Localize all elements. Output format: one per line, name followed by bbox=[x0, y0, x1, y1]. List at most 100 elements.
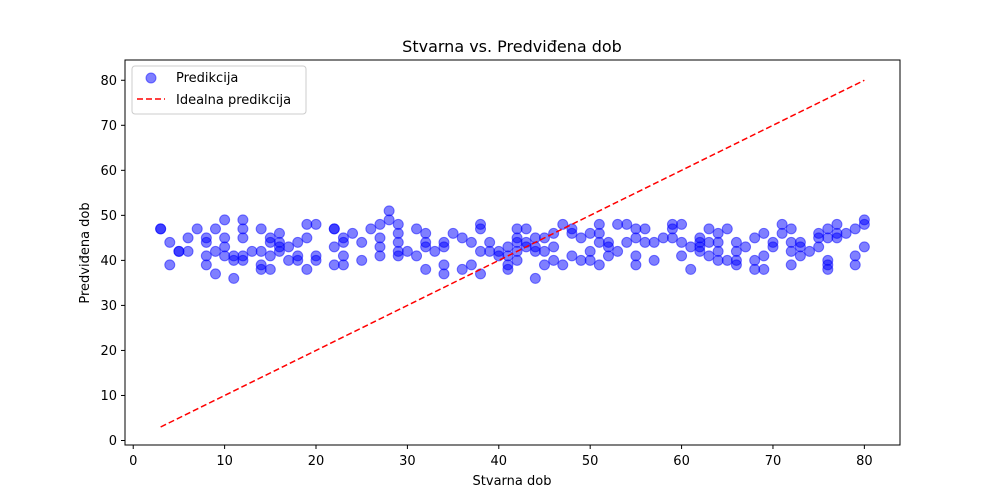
scatter-point bbox=[401, 245, 413, 257]
scatter-point bbox=[447, 227, 459, 239]
scatter-point bbox=[548, 241, 560, 253]
y-axis: 0 10 20 30 40 50 60 70 80 bbox=[100, 74, 125, 449]
scatter-point bbox=[621, 236, 633, 248]
scatter-point bbox=[822, 263, 834, 275]
scatter-point bbox=[630, 223, 642, 235]
scatter-point bbox=[602, 241, 614, 253]
scatter-point bbox=[301, 218, 313, 230]
scatter-point bbox=[621, 218, 633, 230]
scatter-point bbox=[566, 250, 578, 262]
scatter-point bbox=[164, 236, 176, 248]
scatter-point bbox=[438, 259, 450, 271]
scatter-point bbox=[164, 259, 176, 271]
legend-marker-scatter bbox=[145, 72, 157, 84]
scatter-point bbox=[475, 245, 487, 257]
scatter-point bbox=[584, 245, 596, 257]
scatter-point bbox=[730, 245, 742, 257]
scatter-point bbox=[676, 236, 688, 248]
x-axis-label: Stvarna dob bbox=[473, 474, 552, 489]
scatter-point bbox=[465, 236, 477, 248]
scatter-point bbox=[255, 223, 267, 235]
scatter-point bbox=[840, 227, 852, 239]
y-tick-label: 80 bbox=[100, 74, 117, 89]
scatter-point bbox=[429, 245, 441, 257]
scatter-point bbox=[822, 232, 834, 244]
scatter-point bbox=[273, 245, 285, 257]
scatter-point bbox=[849, 259, 861, 271]
scatter-point bbox=[676, 250, 688, 262]
scatter-point bbox=[237, 223, 249, 235]
scatter-point bbox=[685, 263, 697, 275]
scatter-point bbox=[255, 245, 267, 257]
scatter-point bbox=[502, 263, 514, 275]
x-tick-label: 0 bbox=[129, 454, 137, 469]
scatter-point bbox=[155, 223, 167, 235]
scatter-point bbox=[191, 223, 203, 235]
scatter-point bbox=[749, 232, 761, 244]
scatter-point bbox=[310, 254, 322, 266]
y-axis-label: Predviđena dob bbox=[78, 202, 93, 303]
scatter-point bbox=[630, 259, 642, 271]
x-tick-label: 30 bbox=[399, 454, 416, 469]
scatter-point bbox=[438, 241, 450, 253]
scatter-point bbox=[557, 259, 569, 271]
plot-area bbox=[155, 79, 870, 428]
scatter-point bbox=[785, 223, 797, 235]
scatter-point bbox=[209, 245, 221, 257]
y-tick-label: 10 bbox=[100, 389, 117, 404]
scatter-point bbox=[347, 227, 359, 239]
x-tick-label: 70 bbox=[765, 454, 782, 469]
scatter-point bbox=[475, 223, 487, 235]
scatter-point bbox=[685, 241, 697, 253]
scatter-point bbox=[209, 223, 221, 235]
scatter-point bbox=[200, 259, 212, 271]
scatter-point bbox=[246, 245, 258, 257]
scatter-point bbox=[666, 232, 678, 244]
x-tick-label: 10 bbox=[216, 454, 233, 469]
scatter-point bbox=[548, 227, 560, 239]
scatter-point bbox=[292, 254, 304, 266]
legend-box bbox=[131, 65, 307, 115]
scatter-point bbox=[538, 259, 550, 271]
scatter-point bbox=[374, 218, 386, 230]
scatter-point bbox=[438, 268, 450, 280]
scatter-point bbox=[264, 250, 276, 262]
legend-label-prediction: Predikcija bbox=[176, 71, 238, 86]
scatter-point bbox=[721, 254, 733, 266]
scatter-point bbox=[456, 263, 468, 275]
scatter-point bbox=[712, 227, 724, 239]
scatter-point bbox=[209, 268, 221, 280]
scatter-point bbox=[858, 218, 870, 230]
y-tick-label: 0 bbox=[109, 434, 117, 449]
scatter-point bbox=[328, 223, 340, 235]
x-tick-label: 20 bbox=[308, 454, 325, 469]
scatter-point bbox=[182, 245, 194, 257]
x-tick-label: 50 bbox=[582, 454, 599, 469]
scatter-point bbox=[420, 241, 432, 253]
scatter-point bbox=[538, 245, 550, 257]
plot-frame bbox=[124, 59, 901, 446]
legend-label-ideal: Idealna predikcija bbox=[176, 93, 291, 108]
scatter-point bbox=[804, 245, 816, 257]
scatter-point bbox=[666, 223, 678, 235]
scatter-point bbox=[776, 227, 788, 239]
scatter-point bbox=[749, 263, 761, 275]
scatter-point bbox=[639, 236, 651, 248]
scatter-point bbox=[584, 227, 596, 239]
scatter-point bbox=[712, 254, 724, 266]
scatter-point bbox=[612, 245, 624, 257]
scatter-point bbox=[758, 250, 770, 262]
scatter-point bbox=[264, 263, 276, 275]
scatter-point bbox=[813, 241, 825, 253]
scatter-point bbox=[730, 259, 742, 271]
scatter-point bbox=[721, 223, 733, 235]
scatter-point bbox=[858, 241, 870, 253]
scatter-point bbox=[785, 245, 797, 257]
scatter-point bbox=[822, 223, 834, 235]
scatter-point bbox=[758, 227, 770, 239]
scatter-point bbox=[593, 236, 605, 248]
y-tick-label: 50 bbox=[100, 209, 117, 224]
scatter-point bbox=[712, 245, 724, 257]
scatter-point bbox=[255, 263, 267, 275]
